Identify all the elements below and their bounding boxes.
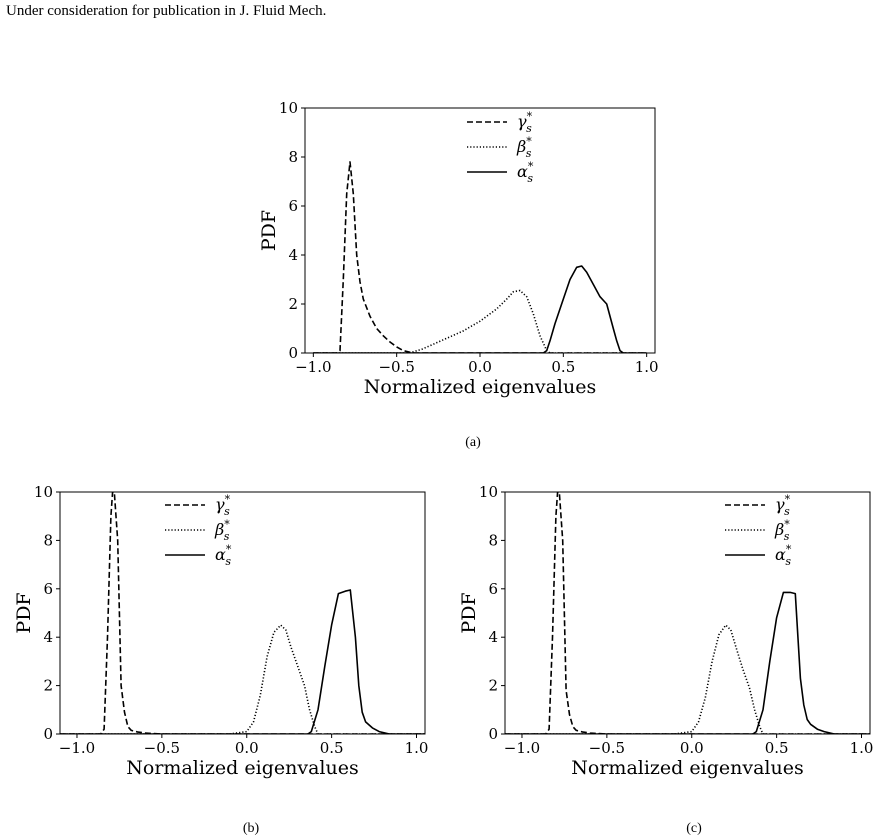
x-tick-label-b: 0.0 — [235, 739, 259, 757]
pdf-chart-a: 0 2 4 6 8 10 −1.0 −0.5 0.0 0.5 1.0 Normalized eigen… — [258, 99, 659, 398]
y-tick-label-c: 6 — [488, 580, 498, 598]
y-axis-title-b: PDF — [13, 592, 35, 633]
y-tick-label-b: 6 — [43, 580, 53, 598]
series-line-a-dotted — [313, 289, 647, 353]
y-tick-label-c: 4 — [488, 628, 498, 646]
x-tick-label-c: −0.5 — [589, 739, 625, 757]
y-tick-label-b: 4 — [43, 628, 53, 646]
y-tick-label-c: 0 — [488, 725, 498, 743]
x-tick-label-a: 0.5 — [551, 358, 575, 376]
y-tick-label-b: 10 — [34, 483, 53, 501]
legend-label-b-solid: α* s — [215, 543, 232, 568]
x-axis-title-b: Normalized eigenvalues — [126, 757, 358, 779]
y-tick-label-b: 0 — [43, 725, 53, 743]
x-tick-label-b: −1.0 — [59, 739, 95, 757]
y-tick-label-b: 2 — [43, 677, 53, 695]
x-tick-label-c: 0.0 — [680, 739, 704, 757]
y-tick-label-a: 10 — [279, 99, 298, 117]
caption-a: (a) — [465, 435, 481, 450]
series-line-b-solid — [60, 589, 425, 734]
series-line-c-dotted — [505, 624, 870, 734]
legend-label-a-dotted: β* s — [516, 135, 532, 160]
caption-c: (c) — [686, 821, 702, 836]
x-tick-label-b: −0.5 — [144, 739, 180, 757]
series-line-a-dashed — [313, 161, 647, 353]
y-tick-label-a: 6 — [288, 197, 298, 215]
plot-frame-a — [304, 107, 656, 354]
x-axis-title-c: Normalized eigenvalues — [571, 757, 803, 779]
legend-label-c-dashed: γ* s — [775, 493, 791, 518]
series-line-b-dashed — [60, 492, 425, 734]
y-axis-title-c: PDF — [458, 592, 480, 633]
pdf-chart-b: 0 2 4 6 8 10 −1.0 −0.5 0.0 0.5 1.0 Normalized eigen… — [13, 483, 429, 779]
legend-label-b-dotted: β* s — [214, 518, 230, 543]
y-tick-label-a: 4 — [288, 246, 298, 264]
legend-label-b-dashed: γ* s — [215, 493, 231, 518]
series-line-a-solid — [313, 265, 647, 353]
x-tick-label-c: 1.0 — [850, 739, 874, 757]
x-tick-label-b: 1.0 — [405, 739, 429, 757]
pdf-chart-c: 0 2 4 6 8 10 −1.0 −0.5 0.0 0.5 1.0 Normalized eigen… — [458, 483, 874, 779]
legend-label-c-dotted: β* s — [774, 518, 790, 543]
x-tick-label-a: 0.0 — [468, 358, 492, 376]
series-line-b-dotted — [60, 624, 425, 734]
y-tick-label-a: 2 — [288, 295, 298, 313]
legend-label-c-solid: α* s — [775, 543, 792, 568]
legend-label-a-dashed: γ* s — [517, 110, 533, 135]
x-tick-label-c: 0.5 — [765, 739, 789, 757]
y-tick-label-c: 2 — [488, 677, 498, 695]
y-axis-title-a: PDF — [258, 210, 280, 251]
x-tick-label-a: 1.0 — [635, 358, 659, 376]
x-tick-label-c: −1.0 — [504, 739, 540, 757]
y-tick-label-b: 8 — [43, 531, 53, 549]
x-tick-label-b: 0.5 — [320, 739, 344, 757]
x-tick-label-a: −1.0 — [295, 358, 331, 376]
y-tick-label-c: 8 — [488, 531, 498, 549]
y-tick-label-c: 10 — [479, 483, 498, 501]
plot-frame-c — [504, 491, 871, 735]
plot-frame-b — [59, 491, 426, 735]
y-tick-label-a: 0 — [288, 344, 298, 362]
series-line-c-solid — [505, 591, 870, 734]
x-axis-title-a: Normalized eigenvalues — [364, 376, 596, 398]
y-tick-label-a: 8 — [288, 148, 298, 166]
x-tick-label-a: −0.5 — [378, 358, 414, 376]
legend-label-a-solid: α* s — [517, 160, 534, 185]
series-line-c-dashed — [505, 492, 870, 734]
running-header: Under consideration for publication in J… — [6, 3, 327, 19]
caption-b: (b) — [242, 821, 260, 836]
